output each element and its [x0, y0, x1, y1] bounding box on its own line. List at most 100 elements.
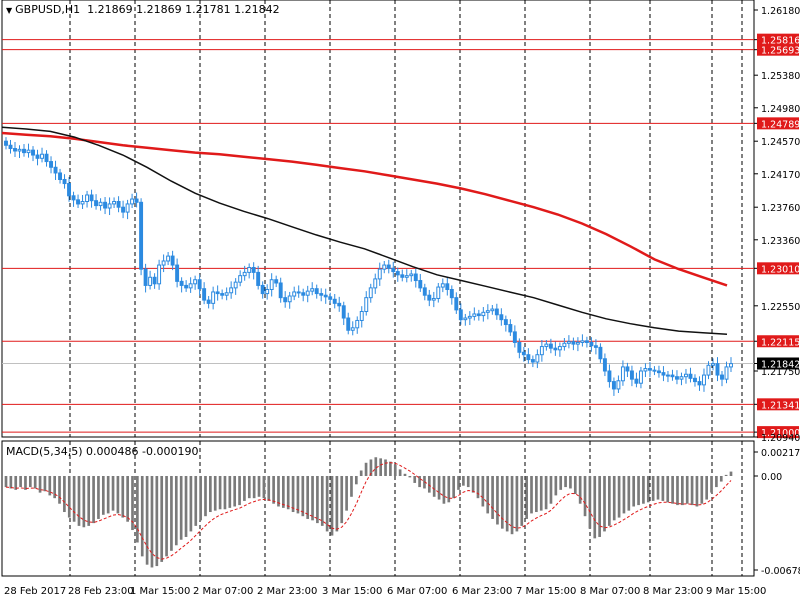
- candle-body: [566, 341, 571, 344]
- dropdown-triangle-icon[interactable]: ▼: [6, 6, 13, 15]
- macd-bar: [559, 476, 563, 490]
- candle-body: [634, 378, 639, 384]
- candle-body: [107, 203, 112, 209]
- macd-bar: [681, 476, 684, 506]
- time-axis-label: 2 Mar 07:00: [193, 586, 253, 597]
- candle-body: [445, 283, 450, 291]
- macd-bar: [184, 476, 188, 537]
- macd-bar: [67, 476, 71, 518]
- macd-bar: [700, 476, 704, 504]
- candle-body: [476, 313, 481, 317]
- macd-bar: [252, 476, 256, 499]
- candle-body: [467, 315, 472, 319]
- macd-bar: [267, 476, 271, 501]
- candle-body: [413, 273, 418, 282]
- symbol-timeframe: GBPUSD,H1: [15, 3, 81, 16]
- macd-bar: [384, 459, 387, 476]
- candle-body: [58, 172, 63, 180]
- price-tick-label: 1.24570: [761, 137, 800, 148]
- candle-body: [211, 291, 216, 304]
- price-tick-label: 1.22115: [761, 337, 800, 348]
- time-axis-label: 9 Mar 15:00: [706, 586, 766, 597]
- candle-body: [251, 267, 256, 273]
- macd-bar: [656, 476, 660, 500]
- candle-body: [314, 288, 319, 295]
- candle-body: [391, 267, 396, 273]
- candle-body: [512, 331, 517, 343]
- candle-body: [729, 363, 733, 368]
- candle-body: [706, 364, 711, 376]
- candle-body: [85, 194, 90, 202]
- candle-body: [693, 377, 697, 383]
- macd-bar: [33, 476, 37, 489]
- macd-bar: [671, 476, 674, 504]
- candle-body: [143, 268, 148, 286]
- candle-body: [684, 373, 688, 378]
- macd-bar: [583, 476, 587, 517]
- macd-bar: [174, 476, 178, 546]
- macd-bar: [535, 476, 538, 513]
- sma-fast-line: [1, 126, 728, 336]
- macd-bar: [418, 476, 421, 488]
- macd-bar: [695, 476, 699, 507]
- price-tick-label: 1.21842: [761, 359, 800, 370]
- candle-body: [715, 363, 720, 376]
- macd-bar: [291, 476, 295, 513]
- candle-body: [98, 201, 103, 207]
- macd-bar: [165, 476, 168, 557]
- macd-bar: [19, 476, 22, 488]
- macd-bar: [622, 476, 626, 514]
- macd-bar: [330, 476, 334, 536]
- candle-body: [661, 372, 666, 376]
- candle-body: [382, 264, 387, 270]
- macd-bar: [569, 476, 572, 489]
- macd-bar: [432, 476, 436, 497]
- macd-bar: [101, 476, 105, 515]
- macd-bar: [97, 476, 100, 519]
- macd-bar: [466, 476, 470, 488]
- candle-body: [427, 294, 432, 301]
- candle-body: [431, 297, 436, 301]
- macd-bar: [608, 476, 611, 526]
- macd-bar: [719, 476, 723, 482]
- price-tag: [757, 43, 799, 56]
- macd-bar: [462, 476, 465, 486]
- candle-body: [503, 319, 508, 326]
- macd-bar: [145, 476, 149, 565]
- macd-bar: [282, 476, 285, 508]
- candle-body: [121, 206, 126, 213]
- macd-bar: [306, 476, 310, 519]
- candle-body: [22, 148, 26, 154]
- price-tag: [757, 117, 799, 130]
- price-tag: [757, 426, 799, 439]
- candle-body: [296, 291, 301, 294]
- candle-body: [40, 153, 44, 159]
- macd-bar: [218, 476, 222, 510]
- candle-body: [535, 354, 540, 363]
- candle-body: [148, 276, 153, 286]
- candle-body: [702, 374, 706, 386]
- macd-bar: [612, 476, 616, 521]
- candle-body: [287, 295, 292, 303]
- macd-bar: [632, 476, 636, 507]
- main-panel-frame: [1, 0, 755, 438]
- candle-body: [242, 271, 247, 277]
- macd-bar: [286, 476, 290, 510]
- macd-bar: [359, 470, 363, 476]
- candle-body: [301, 292, 306, 296]
- candle-body: [323, 294, 328, 298]
- candle-body: [31, 149, 35, 156]
- macd-bar: [92, 476, 95, 524]
- ohlc-values: 1.21869 1.21869 1.21781 1.21842: [87, 3, 280, 16]
- candle-body: [400, 274, 405, 278]
- time-axis-label: 3 Mar 15:00: [322, 586, 382, 597]
- candle-body: [436, 286, 441, 299]
- price-tick-label: 1.20940: [761, 433, 800, 444]
- macd-bar: [335, 476, 339, 532]
- macd-panel-frame: [1, 440, 755, 577]
- macd-bar: [296, 476, 300, 514]
- candle-body: [638, 370, 643, 384]
- price-tag: [757, 33, 799, 46]
